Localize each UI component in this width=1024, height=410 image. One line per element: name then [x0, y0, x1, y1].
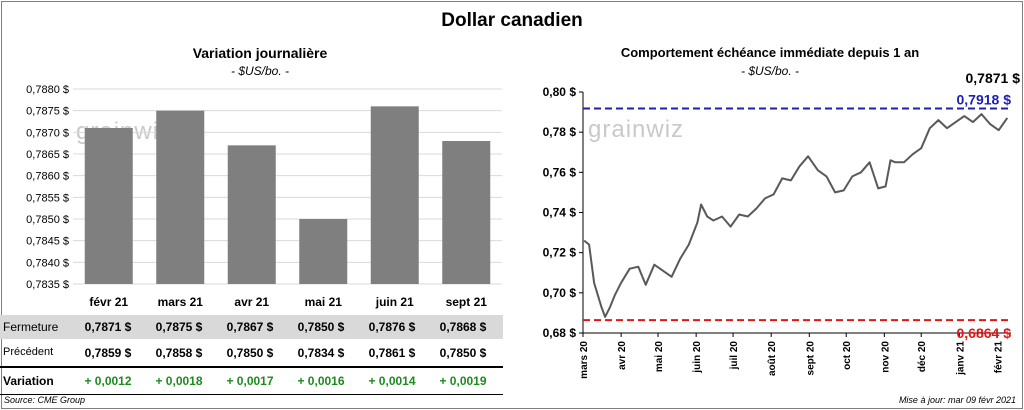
reference-label: 0,7918 $ — [957, 91, 1012, 107]
y-tick-label: 0,74 $ — [543, 206, 577, 220]
x-tick-label: oct 20 — [842, 341, 853, 370]
row-label: Fermeture — [3, 320, 59, 334]
table-cell: 0,7867 $ — [226, 320, 274, 334]
update-note: Mise à jour: mar 09 févr 2021 — [898, 395, 1016, 405]
table-bottom-line — [0, 394, 503, 395]
x-tick-label: juin 20 — [692, 341, 703, 374]
x-tick-label: sept 20 — [805, 341, 816, 376]
bar — [370, 106, 419, 284]
table-cell: + 0,0016 — [297, 374, 345, 388]
table-row-fermeture: Fermeture 0,7871 $ 0,7875 $ 0,7867 $ 0,7… — [0, 315, 503, 339]
table-cell: 0,7834 $ — [297, 346, 345, 360]
bar — [442, 141, 491, 284]
bar — [227, 145, 276, 284]
table-cell: 0,7876 $ — [368, 320, 416, 334]
table-cell: 0,7868 $ — [439, 320, 487, 334]
bar — [156, 110, 205, 285]
x-tick-label: nov 20 — [880, 341, 891, 373]
series-line — [583, 113, 1009, 318]
table-cell: 0,7850 $ — [226, 346, 274, 360]
x-tick-label: févr 21 — [89, 295, 128, 309]
table-cell: 0,7861 $ — [368, 346, 416, 360]
y-tick-label: 0,68 $ — [543, 326, 577, 340]
y-tick-label: 0,7845 $ — [26, 236, 69, 248]
table-cell: 0,7871 $ — [84, 320, 132, 334]
x-tick-label: mars 21 — [158, 295, 204, 309]
table-cell: + 0,0018 — [155, 374, 203, 388]
table-row-precedent: Précédent 0,7859 $ 0,7858 $ 0,7850 $ 0,7… — [0, 341, 503, 365]
y-tick-label: 0,80 $ — [543, 85, 577, 99]
watermark-right: grainwiz — [588, 116, 685, 143]
bar — [299, 219, 348, 284]
right-chart-title: Comportement échéance immédiate depuis 1… — [620, 45, 920, 60]
x-tick-label: mai 21 — [305, 295, 343, 309]
y-tick-label: 0,76 $ — [543, 165, 577, 179]
x-tick-label: mars 20 — [579, 341, 590, 379]
table-cell: 0,7859 $ — [84, 346, 132, 360]
x-tick-label: sept 21 — [446, 295, 488, 309]
table-cell: + 0,0019 — [439, 374, 487, 388]
source-note: Source: CME Group — [4, 395, 86, 405]
row-label: Précédent — [3, 346, 54, 358]
y-tick-label: 0,7850 $ — [26, 214, 69, 226]
last-value-label: 0,7871 $ — [966, 70, 1021, 86]
table-cell: 0,7850 $ — [439, 346, 487, 360]
table-cell: + 0,0017 — [226, 374, 274, 388]
table-cell: 0,7850 $ — [297, 320, 345, 334]
x-tick-label: avr 21 — [234, 295, 269, 309]
x-tick-label: juin 21 — [375, 295, 414, 309]
table-row-variation: Variation + 0,0012 + 0,0018 + 0,0017 + 0… — [0, 369, 503, 393]
table-cell: 0,7858 $ — [155, 346, 203, 360]
y-tick-label: 0,72 $ — [543, 246, 577, 260]
table-cell: 0,7875 $ — [155, 320, 203, 334]
y-tick-label: 0,78 $ — [543, 125, 577, 139]
x-tick-label: juil 20 — [729, 341, 740, 371]
bar — [84, 128, 133, 284]
table-divider — [0, 366, 503, 368]
y-tick-label: 0,7855 $ — [26, 192, 69, 204]
x-tick-label: août 20 — [767, 341, 778, 376]
table-cell: + 0,0012 — [84, 374, 132, 388]
row-label: Variation — [3, 374, 54, 388]
table-cell: + 0,0014 — [368, 374, 416, 388]
y-tick-label: 0,70 $ — [543, 286, 577, 300]
x-tick-label: déc 20 — [917, 341, 928, 373]
y-tick-label: 0,7875 $ — [26, 106, 69, 118]
y-tick-label: 0,7840 $ — [26, 257, 69, 269]
y-tick-label: 0,7880 $ — [26, 84, 69, 96]
x-tick-label: janv 21 — [955, 341, 966, 376]
right-chart-subtitle: - $US/bo. - — [740, 64, 800, 78]
x-tick-label: févr 21 — [993, 341, 1004, 374]
left-chart-subtitle: - $US/bo. - — [230, 64, 290, 78]
y-tick-label: 0,7870 $ — [26, 127, 69, 139]
left-chart-title: Variation journalière — [192, 45, 328, 61]
main-title: Dollar canadien — [441, 10, 583, 31]
y-tick-label: 0,7860 $ — [26, 171, 69, 183]
reference-label: 0,6864 $ — [957, 325, 1012, 341]
x-tick-label: mai 20 — [654, 341, 665, 373]
x-tick-label: avr 20 — [617, 341, 628, 370]
y-tick-label: 0,7865 $ — [26, 149, 69, 161]
y-tick-label: 0,7835 $ — [26, 279, 69, 291]
